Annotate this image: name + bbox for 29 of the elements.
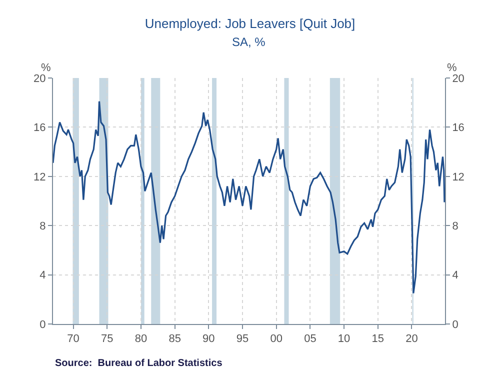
y-axis-title: % — [41, 62, 51, 74]
x-tick-label: 15 — [372, 333, 384, 346]
y-tick-label: 8 — [40, 220, 46, 232]
x-tick-label: 10 — [338, 333, 350, 346]
x-tick-label: 20 — [406, 333, 418, 346]
x-tick-label: 85 — [168, 333, 181, 346]
y2-tick-label: 20 — [452, 72, 464, 85]
x-tick-label: 05 — [304, 333, 316, 346]
y-tick-label: 4 — [40, 270, 46, 282]
y2-tick-label: 16 — [452, 122, 464, 134]
y2-tick-label: 8 — [452, 220, 458, 232]
chart-subtitle: SA, % — [232, 35, 266, 49]
source-note: Source: Bureau of Labor Statistics — [55, 358, 223, 369]
x-tick-label: 90 — [202, 333, 215, 346]
y2-tick-label: 12 — [452, 171, 464, 184]
y-tick-label: 20 — [34, 72, 46, 85]
chart-title: Unemployed: Job Leavers [Quit Job] — [144, 16, 356, 31]
x-tick-label: 75 — [101, 333, 114, 346]
x-tick-label: 95 — [236, 333, 249, 346]
x-tick-label: 70 — [67, 333, 80, 346]
x-tick-label: 80 — [134, 333, 148, 346]
y2-tick-label: 0 — [452, 318, 458, 331]
x-tick-label: 00 — [270, 333, 282, 346]
y-tick-label: 16 — [34, 122, 46, 134]
y-tick-label: 0 — [40, 318, 46, 331]
line-series — [53, 100, 445, 294]
y-tick-label: 12 — [34, 171, 46, 184]
y2-axis-title: % — [447, 62, 457, 74]
y2-tick-label: 4 — [452, 270, 458, 282]
